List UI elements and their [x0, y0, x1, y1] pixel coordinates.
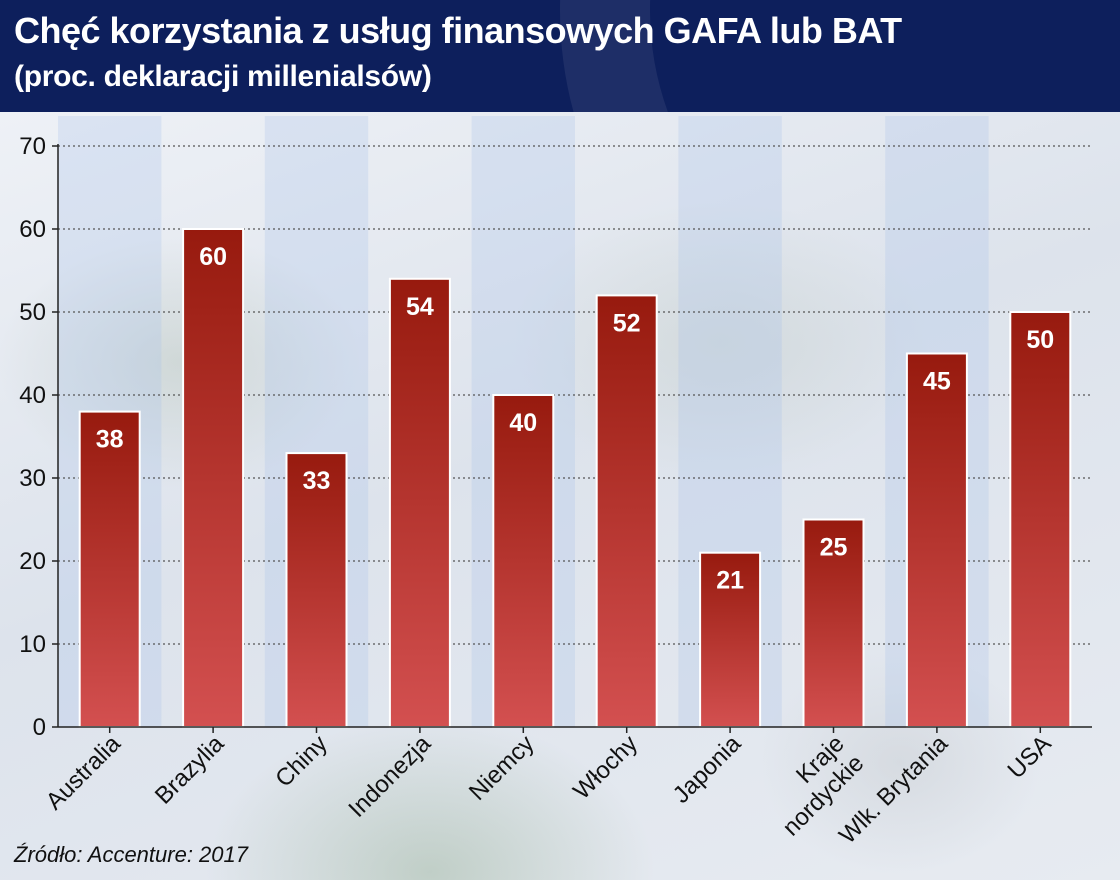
- y-tick-label: 10: [19, 631, 46, 658]
- x-tick-label-line: Wlk. Brytania: [834, 730, 954, 850]
- data-label: 33: [303, 467, 331, 495]
- x-tick-label-line: Indonezja: [343, 730, 436, 823]
- data-label: 50: [1026, 326, 1054, 354]
- data-label: 21: [716, 567, 744, 595]
- x-tick-label-line: Chiny: [270, 730, 332, 792]
- bar-usa: [1009, 311, 1072, 728]
- chart-subtitle: (proc. deklaracji millenialsów): [14, 60, 432, 93]
- x-tick-label-line: Australia: [41, 730, 127, 816]
- chart-header: Chęć korzystania z usług finansowych GAF…: [0, 0, 1120, 112]
- source-note: Źródło: Accenture: 2017: [14, 842, 248, 867]
- bar-wlk-brytania: [905, 352, 968, 728]
- x-tick-label: Włochy: [568, 730, 643, 805]
- bar-chiny: [285, 452, 348, 728]
- x-tick-label: USA: [1003, 730, 1057, 784]
- y-tick-label: 40: [19, 382, 46, 409]
- data-label: 38: [96, 426, 124, 454]
- x-tick-label-line: Niemcy: [464, 730, 540, 806]
- data-label: 52: [613, 309, 641, 337]
- y-tick-labels: 0 10 20 30 40 50 60 70: [19, 133, 46, 741]
- data-label: 54: [406, 293, 434, 321]
- data-label: 45: [923, 368, 951, 396]
- x-tick-label-line: USA: [1003, 730, 1057, 784]
- x-tick-label-line: Brazylia: [150, 730, 230, 810]
- bar-w-ochy: [595, 294, 658, 728]
- header-decoration: [560, 0, 1120, 112]
- x-tick-label: Australia: [41, 730, 127, 816]
- x-tick-label: Chiny: [270, 730, 332, 792]
- data-labels: 38 60 33 54 40 52 21 25 45 50: [96, 243, 1054, 595]
- chart-title: Chęć korzystania z usług finansowych GAF…: [14, 10, 902, 51]
- y-tick-label: 30: [19, 465, 46, 492]
- x-tick-label: Wlk. Brytania: [834, 730, 954, 850]
- y-tick-label: 50: [19, 299, 46, 326]
- bar-niemcy: [492, 394, 555, 728]
- x-tick-label: Japonia: [668, 730, 747, 809]
- bar-australia: [78, 410, 141, 728]
- x-tick-labels: Australia Brazylia Chiny Indonezja Niemcy Wło…: [41, 727, 1057, 849]
- axes: [57, 144, 1092, 728]
- data-label: 60: [199, 243, 227, 271]
- bar-japonia: [699, 551, 762, 729]
- x-tick-label-line: Włochy: [568, 730, 643, 805]
- x-tick-label: Indonezja: [343, 730, 436, 823]
- y-tick-label: 70: [19, 133, 46, 160]
- x-tick-label: Brazylia: [150, 730, 230, 810]
- data-label: 40: [509, 409, 537, 437]
- y-tick-label: 20: [19, 548, 46, 575]
- x-tick-label-line: Japonia: [668, 730, 747, 809]
- data-label: 25: [820, 534, 848, 562]
- bars: [78, 228, 1072, 729]
- y-tick-label: 60: [19, 216, 46, 243]
- bar-kraje-nordyckie: [802, 518, 865, 728]
- bar-indonezja: [388, 277, 451, 728]
- x-tick-label: Niemcy: [464, 730, 540, 806]
- bar-brazylia: [182, 228, 245, 728]
- y-tick-label: 0: [33, 714, 46, 741]
